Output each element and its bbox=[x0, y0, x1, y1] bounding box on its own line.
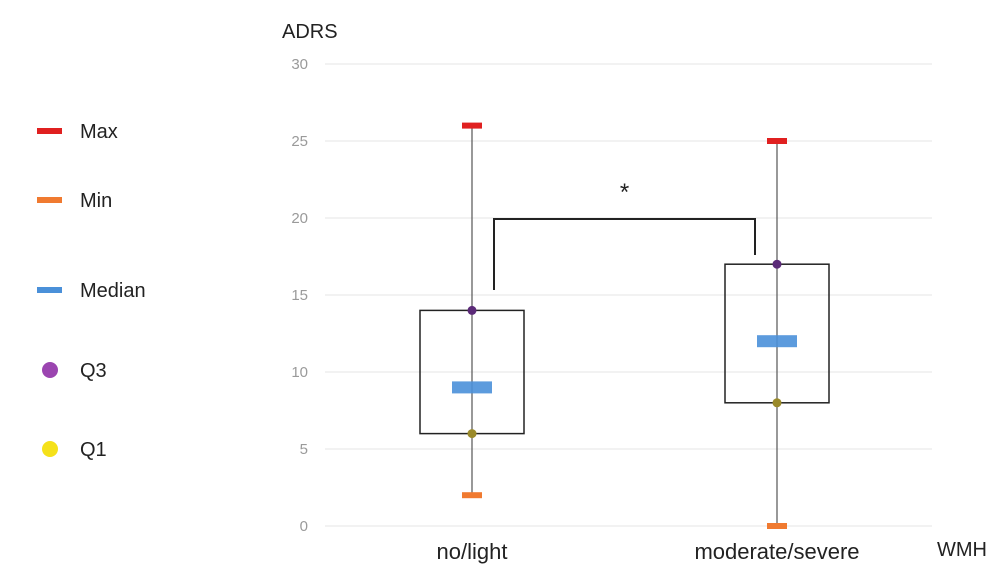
y-tick-label-30: 30 bbox=[291, 56, 308, 73]
legend-label-q3: Q3 bbox=[80, 360, 107, 382]
q1-point-0 bbox=[467, 429, 477, 439]
y-tick-label-15: 15 bbox=[291, 287, 308, 304]
box-group-1 bbox=[724, 138, 830, 529]
legend: Max Min Median Q3 Q1 bbox=[37, 121, 146, 461]
min-mark-0 bbox=[462, 492, 482, 499]
q3-point-1 bbox=[772, 259, 782, 269]
max-mark-0 bbox=[462, 122, 482, 129]
significance-annotation: * bbox=[493, 179, 756, 290]
x-tick-label-1: moderate/severe bbox=[694, 539, 859, 564]
significance-bracket bbox=[493, 218, 756, 290]
y-tick-label-5: 5 bbox=[300, 441, 308, 458]
min-mark-1 bbox=[767, 523, 787, 529]
q1-point-1 bbox=[772, 398, 782, 408]
x-axis-label: WMH bbox=[937, 539, 987, 561]
legend-marker-q1 bbox=[42, 441, 58, 457]
y-axis-ticks: 0 5 10 15 20 25 30 bbox=[291, 56, 308, 535]
y-axis-label: ADRS bbox=[282, 21, 338, 43]
y-tick-label-20: 20 bbox=[291, 210, 308, 227]
median-mark-0 bbox=[452, 381, 492, 394]
legend-label-max: Max bbox=[80, 121, 118, 143]
x-tick-label-0: no/light bbox=[437, 539, 508, 564]
legend-marker-min bbox=[37, 197, 62, 203]
y-tick-label-10: 10 bbox=[291, 364, 308, 381]
legend-label-min: Min bbox=[80, 190, 112, 212]
significance-star: * bbox=[620, 179, 629, 206]
grid-lines bbox=[325, 63, 932, 527]
legend-marker-max bbox=[37, 128, 62, 134]
y-tick-label-25: 25 bbox=[291, 133, 308, 150]
legend-label-median: Median bbox=[80, 280, 146, 302]
max-mark-1 bbox=[767, 138, 787, 144]
legend-marker-median bbox=[37, 287, 62, 293]
median-mark-1 bbox=[757, 335, 797, 348]
box-group-0 bbox=[419, 122, 525, 499]
boxes bbox=[419, 122, 830, 529]
legend-marker-q3 bbox=[42, 362, 58, 378]
category-labels: no/light moderate/severe bbox=[437, 539, 860, 564]
legend-label-q1: Q1 bbox=[80, 439, 107, 461]
y-tick-label-0: 0 bbox=[300, 518, 308, 535]
q3-point-0 bbox=[467, 305, 477, 315]
